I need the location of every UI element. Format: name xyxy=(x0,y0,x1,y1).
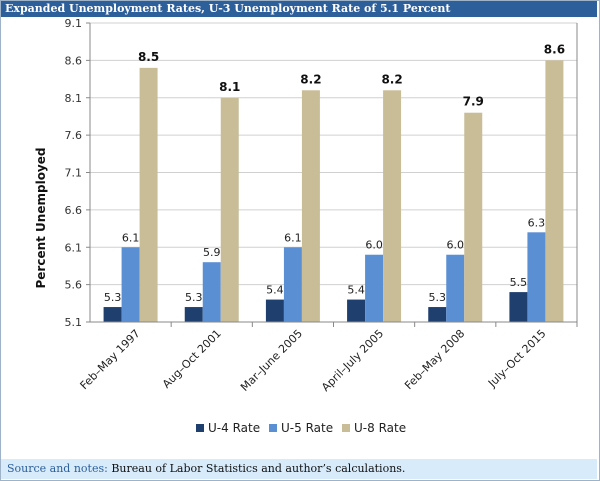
data-label: 6.3 xyxy=(528,216,546,229)
data-label: 5.3 xyxy=(429,291,447,304)
bar-u-5-rate xyxy=(527,232,546,322)
data-label: 5.3 xyxy=(104,291,122,304)
gridlines xyxy=(90,22,577,323)
bar-u-8-rate xyxy=(464,112,483,322)
bar-u-4-rate xyxy=(347,299,366,322)
legend-label: U-5 Rate xyxy=(281,421,333,435)
y-tick-label: 9.1 xyxy=(65,17,83,30)
bar-u-4-rate xyxy=(184,307,203,322)
bar-u-8-rate xyxy=(139,67,158,322)
bar-u-5-rate xyxy=(202,262,221,322)
data-label: 5.9 xyxy=(203,246,221,259)
legend: U-4 Rate U-5 Rate U-8 Rate xyxy=(196,421,406,435)
source-notes-text: Bureau of Labor Statistics and author’s … xyxy=(111,462,406,475)
category-label: July–Oct 2015 xyxy=(485,327,548,390)
data-label: 8.1 xyxy=(219,80,240,94)
x-axis-categories: Feb–May 1997 Aug–Oct 2001 Mar–June 2005 Apr… xyxy=(77,327,548,394)
y-axis-label: Percent Unemployed xyxy=(34,148,48,289)
data-label: 7.9 xyxy=(463,95,484,109)
y-tick-label: 6.6 xyxy=(65,204,83,217)
source-notes: Source and notes: Bureau of Labor Statis… xyxy=(1,459,597,479)
category-label: Aug–Oct 2001 xyxy=(160,327,224,391)
y-tick-label: 8.1 xyxy=(65,92,83,105)
legend-label: U-8 Rate xyxy=(354,421,406,435)
bar-u-4-rate xyxy=(428,307,447,322)
bar-u-4-rate xyxy=(265,299,284,322)
y-tick-label: 7.1 xyxy=(65,167,83,180)
bar-u-8-rate xyxy=(545,60,564,322)
data-label: 6.1 xyxy=(284,231,302,244)
data-label: 8.2 xyxy=(381,72,402,86)
legend-swatch xyxy=(269,424,277,432)
data-label: 5.4 xyxy=(347,284,365,297)
data-label: 8.5 xyxy=(138,50,159,64)
category-label: Mar–June 2005 xyxy=(238,327,305,394)
data-label: 6.0 xyxy=(447,239,465,252)
y-tick-label: 7.6 xyxy=(65,129,83,142)
source-notes-label: Source and notes: xyxy=(7,462,108,475)
data-label: 8.6 xyxy=(544,42,565,56)
data-label: 6.0 xyxy=(365,239,383,252)
bar-u-5-rate xyxy=(365,254,384,322)
category-label: Feb–May 2008 xyxy=(402,327,467,392)
bar-u-8-rate xyxy=(383,90,402,323)
data-label: 5.3 xyxy=(185,291,203,304)
y-tick-label: 5.6 xyxy=(65,279,83,292)
axes xyxy=(89,23,578,327)
bar-u-4-rate xyxy=(103,307,122,322)
y-tick-label: 8.6 xyxy=(65,54,83,67)
y-tick-label: 5.1 xyxy=(65,316,83,329)
category-label: Feb–May 1997 xyxy=(77,327,142,392)
data-labels: 5.3 6.1 8.5 5.3 5.9 8.1 5.4 6.1 8.2 5.4 6.0 8.2 5.3 6… xyxy=(104,42,565,304)
bars xyxy=(103,60,564,323)
bar-u-5-rate xyxy=(121,247,140,322)
bar-u-5-rate xyxy=(446,254,465,322)
data-label: 6.1 xyxy=(122,231,140,244)
bar-u-8-rate xyxy=(220,97,239,322)
data-label: 5.4 xyxy=(266,284,284,297)
bar-u-5-rate xyxy=(283,247,302,322)
y-tick-label: 6.1 xyxy=(65,241,83,254)
category-label: April–July 2005 xyxy=(319,327,386,394)
legend-swatch xyxy=(196,424,204,432)
data-label: 5.5 xyxy=(510,276,528,289)
bar-u-4-rate xyxy=(509,292,528,322)
legend-label: U-4 Rate xyxy=(208,421,260,435)
data-label: 8.2 xyxy=(300,72,321,86)
legend-swatch xyxy=(342,424,350,432)
bar-u-8-rate xyxy=(301,90,320,323)
y-axis-ticks: 5.1 5.6 6.1 6.6 7.1 7.6 8.1 8.6 9.1 xyxy=(65,17,90,329)
chart-title: Expanded Unemployment Rates, U-3 Unemplo… xyxy=(1,1,597,17)
